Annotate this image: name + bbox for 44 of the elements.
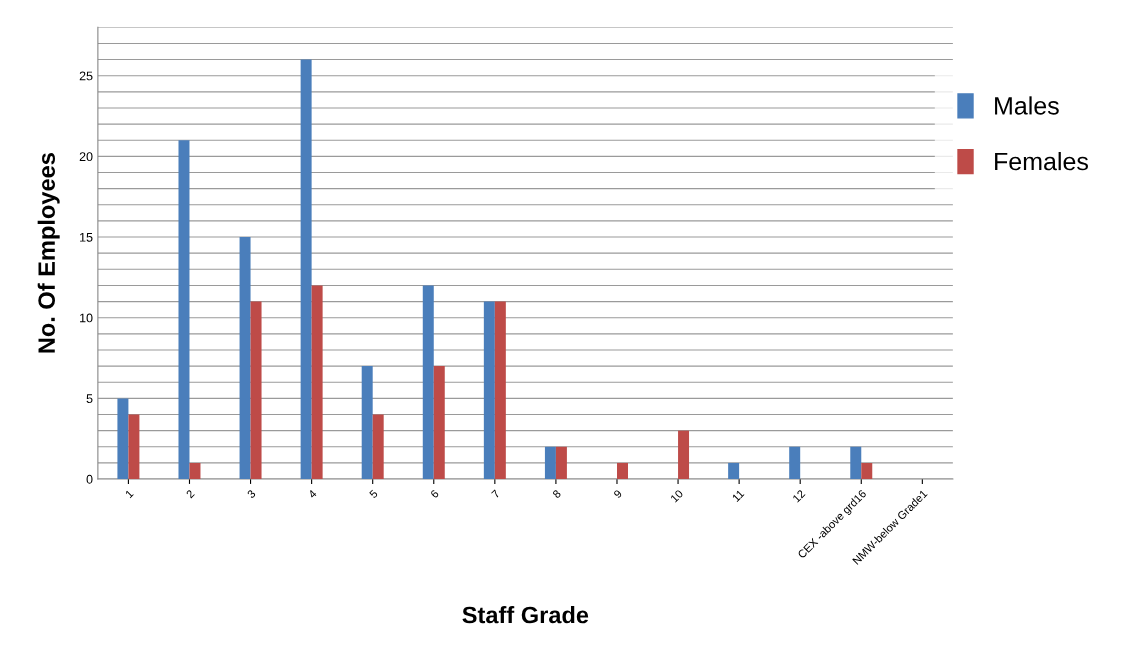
- y-tick-label: 5: [86, 394, 93, 404]
- bar: [300, 59, 312, 480]
- bar: [239, 237, 251, 480]
- x-tick-label: 7: [491, 489, 501, 499]
- x-tick-label: 11: [731, 489, 745, 503]
- x-tick-label: 3: [246, 489, 256, 499]
- bar: [555, 446, 567, 480]
- bar: [178, 140, 190, 480]
- bar: [678, 430, 690, 480]
- x-tick-label: 1: [124, 489, 134, 499]
- x-tick-label: 12: [792, 489, 806, 503]
- bar: [850, 446, 862, 480]
- x-axis-title: Staff Grade: [462, 606, 589, 624]
- x-tick-label: 9: [613, 489, 623, 499]
- x-tick-label: 10: [670, 489, 684, 503]
- bar: [861, 462, 873, 480]
- legend-label: Males: [995, 96, 1059, 115]
- legend-label: Females: [995, 151, 1088, 171]
- bar: [250, 301, 262, 480]
- bar: [422, 285, 434, 480]
- x-tick-label: 2: [185, 489, 195, 499]
- bar: [483, 301, 495, 480]
- bar: [544, 446, 556, 480]
- y-tick-label: 15: [80, 232, 93, 242]
- bar: [128, 414, 140, 480]
- bar: [433, 366, 445, 480]
- bar: [311, 285, 323, 480]
- x-tick-label: 8: [552, 489, 562, 499]
- bar: [189, 462, 201, 480]
- y-tick-label: 10: [80, 313, 93, 323]
- y-tick-label: 25: [79, 71, 93, 81]
- x-tick-label: 4: [307, 489, 318, 499]
- x-tick-label: 6: [430, 489, 440, 499]
- bar: [494, 301, 506, 480]
- x-tick-label: 5: [368, 489, 379, 499]
- bar: [117, 398, 129, 480]
- bar: [789, 446, 801, 480]
- bar: [728, 462, 740, 480]
- y-axis-title: No. Of Employees: [37, 153, 60, 353]
- y-tick-label: 0: [86, 474, 93, 484]
- bar: [616, 462, 628, 480]
- bar: [372, 414, 384, 480]
- y-tick-label: 20: [79, 152, 93, 162]
- bar: [361, 366, 373, 480]
